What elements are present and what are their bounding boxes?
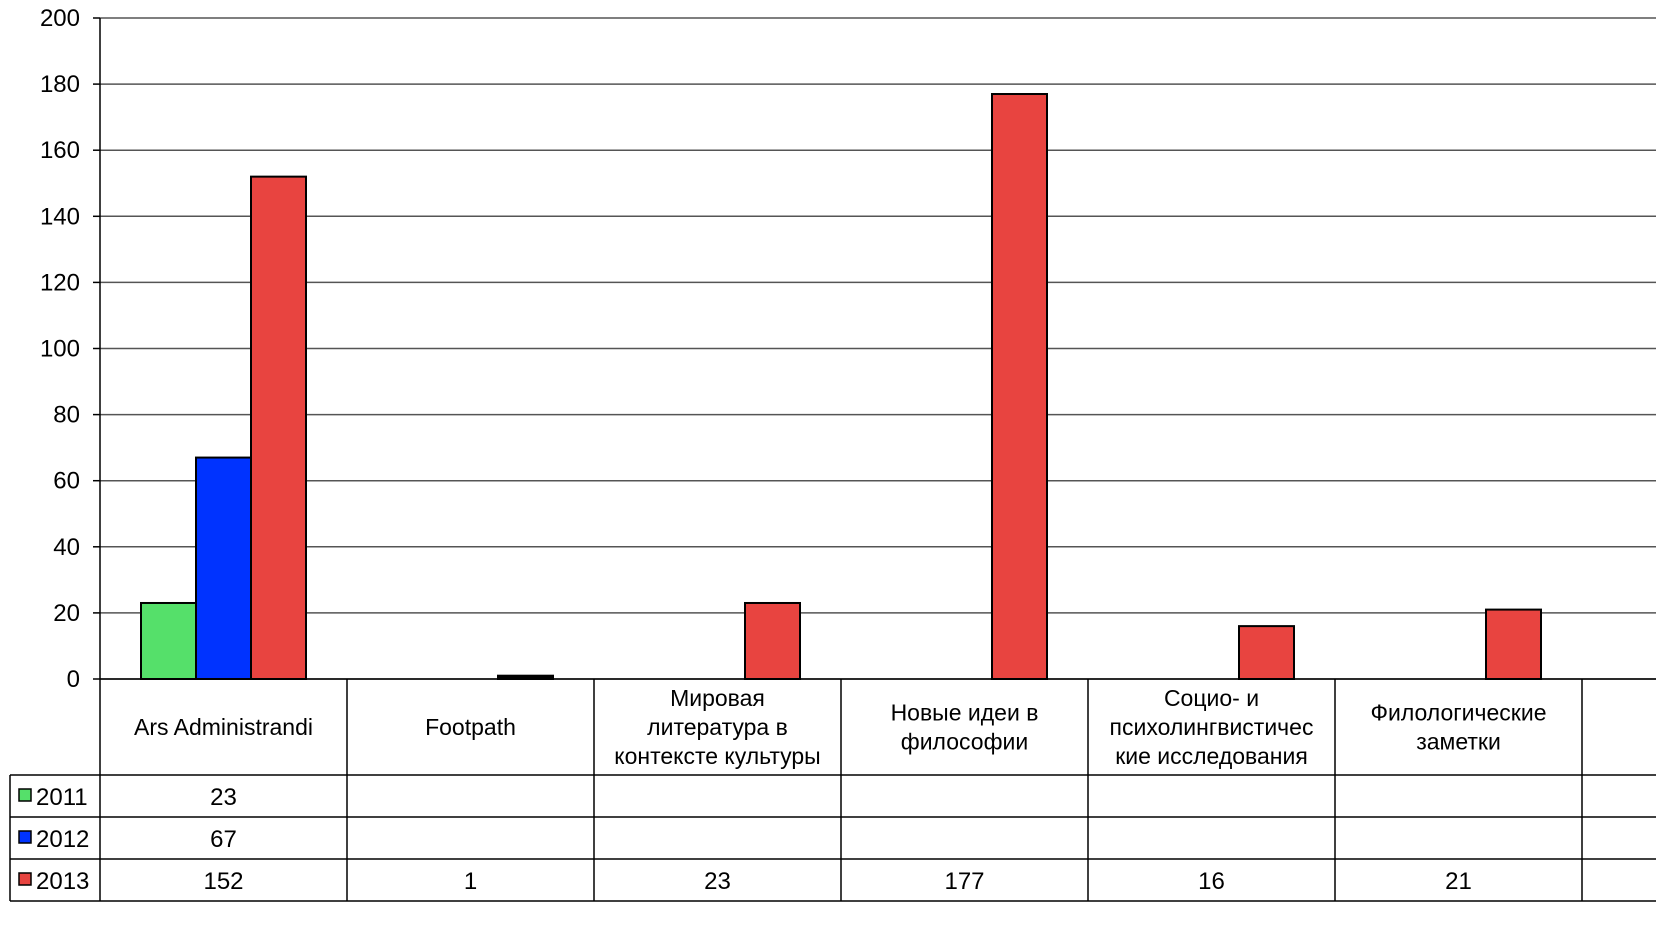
y-tick-label: 120: [40, 269, 80, 296]
legend-label-2013: 2013: [36, 868, 89, 895]
table-cell: 23: [210, 784, 237, 811]
table-cell: 177: [944, 868, 984, 895]
bar-2012-0: [195, 456, 252, 680]
legend-label-2011: 2011: [36, 784, 88, 811]
legend-swatch-2013: [18, 872, 32, 886]
y-tick-label: 200: [40, 5, 80, 32]
table-cell: 21: [1445, 868, 1472, 895]
data-table: Ars Administrandi Footpath Мировая литерату…: [9, 678, 1656, 902]
y-tick-label: 60: [53, 468, 80, 495]
y-tick-label: 180: [40, 71, 80, 98]
bar-2011-0: [140, 601, 197, 680]
bar-2013-3: [991, 93, 1048, 680]
category-label: Новые идеи в философии: [891, 700, 1039, 755]
category-label: Footpath: [425, 714, 516, 740]
y-tick-label: 80: [53, 402, 80, 429]
bar-2013-0: [250, 175, 307, 680]
table-cell: 16: [1198, 868, 1225, 895]
legend-label-2012: 2012: [36, 826, 89, 853]
legend-swatch-2012: [18, 830, 32, 844]
y-axis: 0 20 40 60 80 100 120 140 160 180 200: [40, 5, 101, 901]
bar-2013-5: [1485, 608, 1542, 680]
table-cell: 1: [464, 868, 477, 895]
table-cell: 67: [210, 826, 237, 853]
y-tick-label: 160: [40, 137, 80, 164]
y-tick-label: 140: [40, 203, 80, 230]
bar-2013-2: [744, 601, 801, 680]
category-label: Ars Administrandi: [134, 714, 313, 740]
bars: [140, 93, 1542, 681]
y-tick-label: 100: [40, 336, 80, 363]
table-cell: 152: [203, 868, 243, 895]
y-tick-label: 0: [67, 666, 80, 693]
table-cell: 23: [704, 868, 731, 895]
category-label: Филологические заметки: [1371, 700, 1547, 755]
y-tick-label: 20: [53, 600, 80, 627]
category-label: Мировая литература в контексте культуры: [614, 685, 820, 769]
legend-swatch-2011: [18, 788, 32, 802]
y-tick-label: 40: [53, 534, 80, 561]
gridlines: [100, 17, 1656, 680]
bar-2013-4: [1238, 625, 1295, 680]
category-label: Социо- и психолингвистичес кие исследовани…: [1110, 685, 1314, 769]
